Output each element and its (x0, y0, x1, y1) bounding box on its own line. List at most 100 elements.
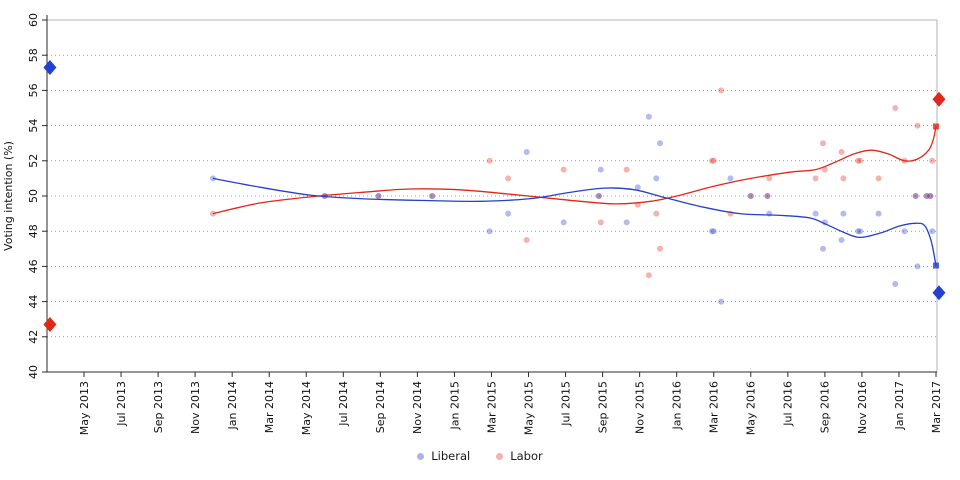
poll-point-labor (375, 193, 382, 199)
poll-point-liberal (764, 193, 771, 199)
poll-point-liberal (718, 298, 725, 305)
x-tick-label: Sep 2014 (374, 381, 387, 433)
x-tick-label: Jan 2014 (226, 381, 239, 430)
y-tick-label: 60 (27, 13, 40, 27)
poll-point-liberal (927, 193, 934, 199)
poll-point-labor (634, 201, 641, 208)
legend-label-liberal: Liberal (431, 449, 471, 463)
labor-marker-icon (496, 452, 504, 460)
poll-point-labor (595, 193, 602, 199)
trend-endpoint-labor (932, 123, 939, 130)
poll-point-liberal (375, 193, 382, 199)
poll-point-liberal (747, 193, 754, 199)
x-tick-label: Mar 2015 (485, 381, 498, 433)
x-tick-label: Jan 2015 (448, 381, 461, 430)
y-axis-title: Voting intention (%) (2, 141, 15, 251)
x-tick-label: Nov 2014 (411, 381, 424, 434)
poll-point-liberal (321, 193, 328, 199)
poll-point-liberal (708, 228, 715, 235)
poll-point-liberal (429, 193, 436, 199)
poll-point-liberal (727, 175, 734, 182)
poll-point-liberal (645, 113, 652, 120)
legend: Liberal Labor (0, 449, 960, 463)
poll-point-liberal (486, 228, 493, 235)
poll-point-labor (727, 210, 734, 217)
poll-point-liberal (840, 210, 847, 217)
y-tick-label: 50 (27, 189, 40, 203)
poll-point-labor (505, 175, 512, 182)
x-tick-label: May 2016 (745, 381, 758, 435)
poll-point-liberal (710, 228, 717, 235)
poll-point-labor (840, 175, 847, 182)
poll-point-labor (764, 193, 771, 199)
poll-point-liberal (875, 210, 882, 217)
x-tick-label: Nov 2016 (856, 381, 869, 434)
poll-point-labor (560, 166, 567, 173)
poll-point-liberal (892, 281, 899, 287)
election-diamond-labor (43, 316, 57, 332)
x-tick-label: Jul 2014 (337, 381, 350, 427)
y-tick-label: 40 (27, 365, 40, 379)
liberal-marker-icon (417, 452, 425, 460)
poll-point-liberal (855, 228, 862, 235)
poll-point-labor (209, 210, 216, 217)
trend-endpoint-liberal (932, 262, 939, 269)
x-tick-label: Jan 2017 (893, 381, 906, 430)
poll-point-liberal (766, 210, 773, 217)
poll-point-liberal (923, 193, 930, 199)
poll-point-liberal (634, 184, 641, 191)
x-tick-label: Jul 2013 (115, 381, 128, 427)
poll-point-liberal (505, 210, 512, 217)
election-diamond-liberal (932, 285, 946, 301)
poll-point-labor (486, 157, 493, 164)
x-tick-label: Sep 2016 (819, 381, 832, 433)
x-tick-label: May 2014 (300, 381, 313, 435)
poll-point-liberal (929, 228, 936, 235)
poll-point-labor (710, 157, 717, 164)
poll-point-labor (923, 193, 930, 199)
x-tick-label: Sep 2013 (152, 381, 165, 433)
election-diamond-labor (932, 91, 946, 107)
poll-point-labor (812, 175, 819, 182)
x-tick-label: May 2015 (522, 381, 535, 435)
y-tick-label: 48 (27, 224, 40, 238)
y-tick-label: 52 (27, 154, 40, 168)
poll-point-labor (820, 140, 827, 147)
poll-point-labor (838, 149, 845, 155)
poll-point-labor (597, 219, 604, 226)
legend-item-labor: Labor (496, 449, 543, 463)
poll-point-labor (429, 193, 436, 199)
election-diamond-liberal (43, 60, 57, 76)
x-tick-label: Jul 2016 (782, 381, 795, 427)
poll-point-liberal (838, 237, 845, 243)
x-tick-label: Mar 2016 (708, 381, 721, 433)
poll-point-liberal (597, 166, 604, 173)
poll-point-labor (653, 210, 660, 217)
poll-point-labor (912, 193, 919, 199)
trend-line-liberal (212, 177, 937, 266)
y-tick-label: 58 (27, 48, 40, 62)
poll-point-labor (821, 166, 828, 173)
trend-line-labor (212, 126, 937, 215)
y-tick-label: 44 (27, 295, 40, 309)
poll-point-labor (855, 157, 862, 164)
x-tick-label: Sep 2015 (596, 381, 609, 433)
x-tick-label: Jan 2016 (671, 381, 684, 430)
poll-point-liberal (653, 175, 660, 182)
legend-label-labor: Labor (510, 449, 543, 463)
x-tick-label: Jul 2015 (559, 381, 572, 427)
y-tick-label: 42 (27, 330, 40, 344)
x-tick-label: Mar 2014 (263, 381, 276, 433)
poll-point-liberal (209, 175, 216, 182)
poll-point-labor (321, 193, 328, 199)
poll-point-labor (927, 193, 934, 199)
poll-point-labor (929, 157, 936, 164)
poll-point-liberal (912, 193, 919, 199)
poll-point-liberal (901, 228, 908, 235)
poll-point-labor (645, 272, 652, 279)
poll-point-liberal (812, 210, 819, 217)
poll-point-labor (523, 237, 530, 243)
poll-point-labor (875, 175, 882, 182)
